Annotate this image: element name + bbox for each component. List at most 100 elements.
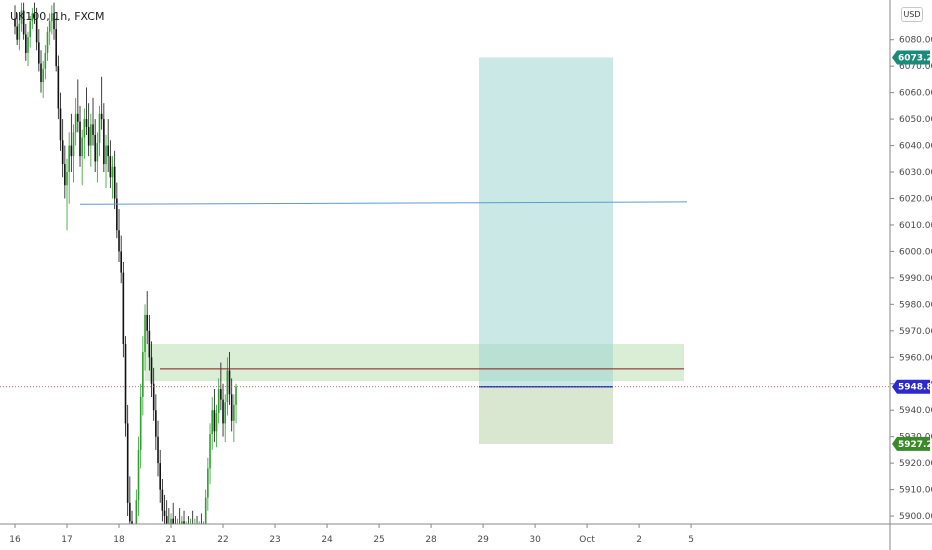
candle-body bbox=[201, 524, 203, 537]
candle bbox=[174, 516, 176, 524]
price-tag: 5948.88 bbox=[892, 379, 932, 394]
x-tick-label: 5 bbox=[688, 535, 694, 545]
candle bbox=[25, 23, 27, 61]
candle-body bbox=[224, 402, 226, 424]
candle bbox=[161, 479, 164, 522]
candle-body bbox=[107, 145, 109, 157]
price-tag-box bbox=[892, 50, 930, 65]
candle-body bbox=[126, 423, 129, 503]
candle bbox=[107, 119, 109, 173]
candle bbox=[131, 510, 133, 524]
candle-body bbox=[168, 524, 170, 529]
candle bbox=[94, 119, 96, 173]
candle bbox=[215, 404, 218, 448]
candle bbox=[204, 489, 207, 524]
candle bbox=[31, 7, 34, 30]
candle-body bbox=[111, 166, 114, 178]
candle-body bbox=[66, 172, 68, 186]
candle-body bbox=[46, 31, 49, 53]
time-axis[interactable]: 16 17 18 21 22 23 24 25 28 29 30 Oct 2 5 bbox=[0, 523, 932, 545]
y-tick-label: 6030.00 bbox=[899, 168, 932, 178]
candle-body bbox=[165, 516, 168, 524]
candle bbox=[135, 489, 138, 524]
x-tick-label: 17 bbox=[61, 535, 72, 545]
candle-body bbox=[144, 314, 146, 352]
drawing-zones[interactable] bbox=[145, 57, 684, 444]
candle bbox=[98, 105, 101, 157]
candle-body bbox=[120, 251, 122, 273]
price-axis[interactable]: 5900.005910.005920.005930.005940.005950.… bbox=[889, 0, 932, 550]
candle-body bbox=[161, 489, 164, 511]
candle bbox=[85, 87, 88, 135]
candle bbox=[133, 527, 135, 550]
candle bbox=[109, 140, 112, 188]
candle bbox=[226, 357, 229, 416]
candle bbox=[137, 436, 140, 517]
candle-body bbox=[38, 42, 40, 64]
candle bbox=[14, 5, 16, 35]
y-tick-label: 6060.00 bbox=[899, 89, 932, 99]
candle-body bbox=[35, 18, 38, 43]
candle-body bbox=[57, 66, 60, 109]
candle bbox=[159, 449, 161, 503]
candle-body bbox=[185, 527, 187, 535]
candle-body bbox=[74, 113, 77, 133]
candle-body bbox=[77, 113, 79, 122]
candle bbox=[72, 124, 75, 183]
candle bbox=[220, 362, 222, 411]
candle-body bbox=[209, 434, 211, 469]
y-tick-label: 6040.00 bbox=[899, 142, 932, 152]
candle-body bbox=[72, 132, 75, 157]
candle bbox=[233, 394, 235, 442]
price-tags: 6073.29 5948.88 5927.26 bbox=[892, 50, 932, 451]
candle bbox=[20, 2, 23, 32]
candle-body bbox=[207, 468, 209, 498]
candle-body bbox=[92, 124, 94, 135]
candle bbox=[111, 156, 114, 199]
horizontal-resistance-line[interactable] bbox=[79, 201, 688, 205]
currency-button[interactable]: USD bbox=[901, 7, 923, 22]
candle-body bbox=[183, 521, 185, 524]
candle bbox=[122, 262, 125, 358]
stop-loss-zone[interactable] bbox=[479, 386, 613, 444]
candle-body bbox=[118, 230, 120, 252]
candle bbox=[228, 351, 231, 405]
candle-body bbox=[157, 436, 159, 464]
x-tick-label: 23 bbox=[269, 535, 280, 545]
x-tick-label: 2 bbox=[636, 535, 642, 545]
candle bbox=[51, 5, 53, 35]
candle bbox=[198, 521, 200, 524]
price-tag: 5927.26 bbox=[892, 436, 932, 451]
candle-body bbox=[103, 119, 105, 165]
candle-body bbox=[94, 134, 96, 162]
candle bbox=[165, 500, 168, 524]
candle bbox=[148, 314, 151, 371]
y-tick-label: 6000.00 bbox=[899, 247, 932, 257]
candle bbox=[61, 119, 64, 178]
candle bbox=[129, 476, 131, 524]
candle-body bbox=[48, 21, 51, 32]
candle bbox=[209, 423, 211, 485]
candle bbox=[192, 510, 194, 524]
profit-target-zone[interactable] bbox=[479, 57, 613, 387]
price-tag-box bbox=[892, 379, 930, 394]
candle-body bbox=[33, 13, 36, 19]
candle bbox=[152, 367, 155, 421]
candle-body bbox=[96, 142, 99, 162]
candle-body bbox=[83, 119, 86, 138]
candle-body bbox=[14, 18, 16, 27]
candle bbox=[179, 508, 181, 524]
candle bbox=[29, 15, 31, 48]
candle-body bbox=[85, 119, 88, 128]
candle-body bbox=[64, 164, 66, 186]
candle-body bbox=[222, 399, 224, 424]
candle bbox=[213, 389, 216, 442]
candle-body bbox=[44, 52, 47, 69]
candle-body bbox=[148, 330, 151, 358]
drawing-lines[interactable] bbox=[0, 201, 890, 388]
candle-body bbox=[20, 10, 23, 24]
candle bbox=[222, 383, 224, 437]
candle-body bbox=[70, 145, 73, 157]
